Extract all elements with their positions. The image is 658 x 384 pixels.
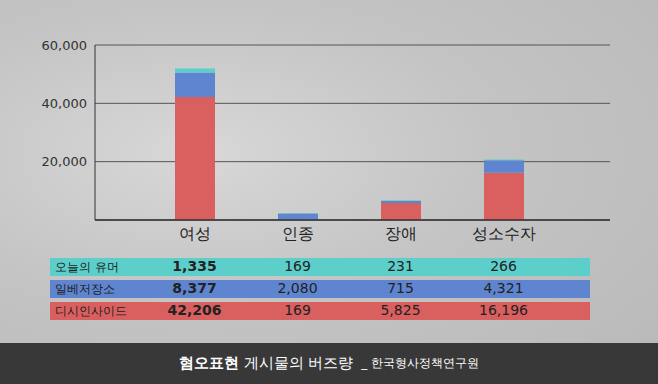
html-text:혐오표현게시물의 버즈량: 혐오표현게시물의 버즈량	[178, 354, 354, 372]
svg-text:여성: 여성	[179, 224, 211, 243]
svg-text:성소수자: 성소수자	[472, 224, 536, 243]
html-text:42,206: 42,206	[167, 302, 222, 318]
html-text:231: 231	[387, 258, 414, 274]
html-text:1,335: 1,335	[172, 258, 217, 274]
html-text:8,377: 8,377	[172, 280, 217, 296]
svg-text:20,000: 20,000	[42, 154, 88, 169]
html-text:169: 169	[284, 302, 311, 318]
html-text:디시인사이드: 디시인사이드	[55, 304, 127, 318]
html-text:_ 한국형사정책연구원: _ 한국형사정책연구원	[361, 356, 480, 370]
html-text:5,825: 5,825	[380, 302, 421, 318]
html-text:169: 169	[284, 258, 311, 274]
html-text:266: 266	[490, 258, 517, 274]
html-text:16,196: 16,196	[479, 302, 528, 318]
svg-text:40,000: 40,000	[42, 96, 88, 111]
svg-text:60,000: 60,000	[42, 38, 88, 53]
svg-text:장애: 장애	[385, 224, 417, 243]
html-text:2,080: 2,080	[277, 280, 318, 296]
svg-text:인종: 인종	[282, 224, 314, 243]
html-text:일베저장소: 일베저장소	[55, 282, 115, 296]
html-text:715: 715	[387, 280, 414, 296]
html-text:오늘의 유머: 오늘의 유머	[55, 260, 119, 274]
html-text:4,321: 4,321	[483, 280, 524, 296]
